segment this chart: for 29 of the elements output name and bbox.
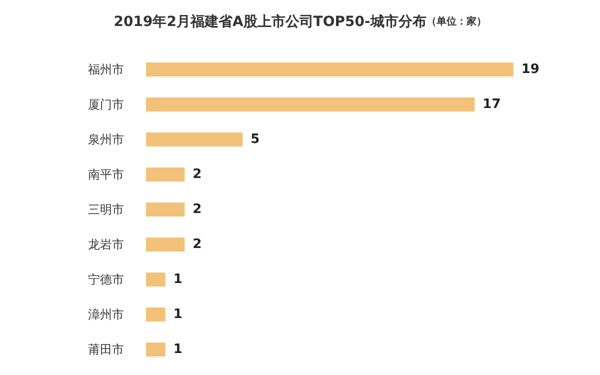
y-tick-label: 福州市 xyxy=(88,62,124,76)
y-tick-label: 莆田市 xyxy=(88,342,124,356)
bar xyxy=(146,168,185,182)
data-label: 17 xyxy=(482,97,501,112)
y-tick-label: 厦门市 xyxy=(88,98,124,112)
bar xyxy=(146,202,185,216)
data-label: 5 xyxy=(250,132,260,147)
y-tick-label: 南平市 xyxy=(88,168,124,182)
bar xyxy=(146,308,166,322)
y-tick-label: 三明市 xyxy=(88,202,124,216)
data-label: 2 xyxy=(192,167,202,182)
chart-title: 2019年2月福建省A股上市公司TOP50-城市分布 xyxy=(114,13,426,30)
data-label: 19 xyxy=(521,62,540,77)
data-label: 2 xyxy=(192,202,202,217)
data-label: 2 xyxy=(192,237,202,252)
bar xyxy=(146,238,185,252)
bar xyxy=(146,98,475,112)
bar xyxy=(146,342,166,356)
y-tick-label: 宁德市 xyxy=(88,272,124,286)
y-tick-label: 漳州市 xyxy=(88,308,124,322)
bar xyxy=(146,62,514,76)
data-label: 1 xyxy=(173,342,182,357)
chart-subtitle: （单位：家） xyxy=(426,16,486,28)
data-label: 1 xyxy=(173,272,182,287)
y-tick-label: 泉州市 xyxy=(88,132,124,146)
bar xyxy=(146,272,166,286)
data-label: 1 xyxy=(173,307,182,322)
y-tick-label: 龙岩市 xyxy=(88,238,124,252)
bar xyxy=(146,132,243,146)
